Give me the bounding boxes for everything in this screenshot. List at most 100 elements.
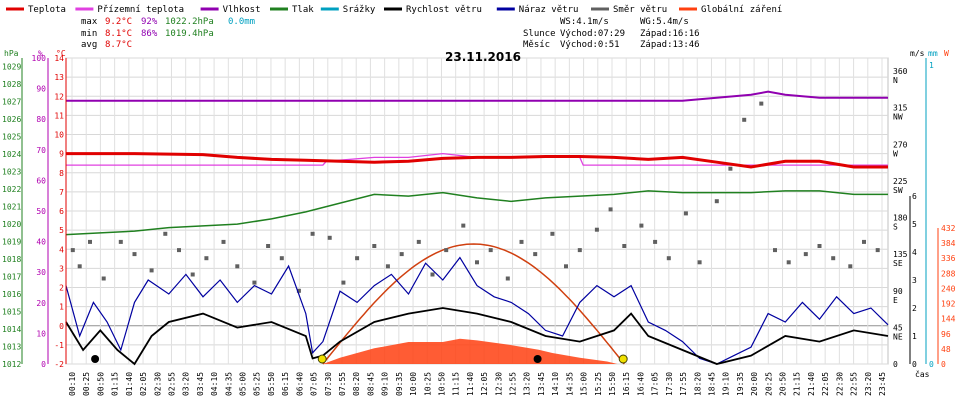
wind-direction-point xyxy=(862,239,866,244)
wind-direction-point xyxy=(430,272,435,277)
temp-tick-label: 7 xyxy=(59,188,64,197)
stat-max-temp: 9.2°C xyxy=(105,17,132,27)
stat-min-label: min xyxy=(81,29,97,39)
wind-direction-point xyxy=(444,248,449,253)
pct-tick-label: 100 xyxy=(32,54,47,63)
dir-tick-label: 180 xyxy=(893,214,908,223)
x-tick-label: 04:10 xyxy=(210,372,219,396)
wind-direction-point xyxy=(848,264,853,269)
x-tick-label: 01:40 xyxy=(125,372,134,396)
temp-tick-label: 1 xyxy=(59,303,64,312)
x-tick-label: 00:10 xyxy=(68,372,77,396)
temp-tick-label: 12 xyxy=(54,92,64,101)
wind-direction-point xyxy=(594,227,599,232)
wind-direction-point xyxy=(608,207,613,212)
mm-tick-label: 1 xyxy=(929,61,934,70)
dir-tick-label: 225 xyxy=(893,177,908,186)
x-tick-label: 19:35 xyxy=(736,372,745,396)
wind-direction-point xyxy=(519,239,524,244)
legend-item: Globální záření xyxy=(701,5,782,15)
dir-tick-label: W xyxy=(893,149,898,158)
wind-direction-point xyxy=(77,264,82,269)
sun-label: Slunce xyxy=(523,29,556,39)
pct-tick-label: 10 xyxy=(36,329,46,338)
x-tick-label: 17:05 xyxy=(651,372,660,396)
wind-direction-point xyxy=(697,260,702,265)
legend-item: Tlak xyxy=(292,5,314,15)
dir-tick-label: SE xyxy=(893,259,903,268)
dir-tick-label: 270 xyxy=(893,140,908,149)
dir-tick-label: S xyxy=(893,223,898,232)
dir-tick-label: N xyxy=(893,76,898,85)
moon-label: Měsíc xyxy=(523,40,550,50)
wind-gust-line xyxy=(65,256,889,365)
x-tick-label: 02:30 xyxy=(153,372,162,396)
pct-unit: % xyxy=(38,49,43,58)
moon-rise: Východ:0:51 xyxy=(560,40,620,50)
pct-tick-label: 20 xyxy=(36,299,46,308)
temp-tick-label: -1 xyxy=(54,341,64,350)
stat-avg-label: avg xyxy=(81,40,97,50)
pct-tick-label: 50 xyxy=(36,207,46,216)
ms-tick-label: 1 xyxy=(912,332,917,341)
wind-direction-point xyxy=(70,248,75,253)
humidity-line xyxy=(66,90,888,102)
temp-unit: °C xyxy=(56,49,66,58)
wind-direction-point xyxy=(666,256,671,261)
wind-direction-point xyxy=(132,252,137,257)
wind-direction-point xyxy=(622,244,627,248)
wind-direction-point xyxy=(372,244,377,248)
dir-tick-label: E xyxy=(893,296,898,305)
wind-direction-point xyxy=(385,264,390,269)
x-tick-label: 03:45 xyxy=(196,372,205,396)
temp-tick-label: 2 xyxy=(59,284,64,293)
stat-max-hum: 92% xyxy=(141,17,158,27)
w-tick-label: 0 xyxy=(941,360,946,369)
hpa-tick-label: 1019 xyxy=(2,238,21,247)
wind-direction-point xyxy=(817,244,822,248)
w-tick-label: 336 xyxy=(941,254,956,263)
wind-direction-point xyxy=(163,231,168,236)
ms-tick-label: 4 xyxy=(912,248,917,257)
stat-min-temp: 8.1°C xyxy=(105,29,132,39)
wind-direction-point xyxy=(786,260,791,265)
w-tick-label: 432 xyxy=(941,224,956,233)
hpa-tick-label: 1028 xyxy=(2,80,21,89)
hpa-tick-label: 1020 xyxy=(2,220,21,229)
x-tick-label: 01:15 xyxy=(111,372,120,396)
info-block: max 9.2°C 92% 1022.2hPa 0.0mm min 8.1°C … xyxy=(81,17,700,50)
x-axis-label: čas xyxy=(915,369,930,379)
wind-direction-point xyxy=(149,268,154,273)
x-tick-label: 20:25 xyxy=(764,372,773,396)
x-tick-label: 15:50 xyxy=(608,372,617,396)
w-tick-label: 240 xyxy=(941,284,956,293)
wind-direction-point xyxy=(683,211,688,216)
ms-tick-label: 2 xyxy=(912,304,917,313)
x-tick-label: 16:15 xyxy=(622,372,631,396)
temp-tick-label: -2 xyxy=(54,360,64,369)
hpa-tick-label: 1014 xyxy=(2,325,21,334)
hpa-tick-label: 1012 xyxy=(2,360,21,369)
sun-marker-icon xyxy=(317,354,327,364)
x-tick-label: 10:25 xyxy=(423,372,432,396)
temp-tick-label: 5 xyxy=(59,226,64,235)
wind-direction-point xyxy=(101,276,106,281)
stat-max-press: 1022.2hPa xyxy=(165,17,214,27)
x-tick-label: 23:20 xyxy=(864,372,873,396)
stat-max-label: max xyxy=(81,17,98,27)
hpa-tick-label: 1013 xyxy=(2,343,21,352)
hpa-tick-label: 1023 xyxy=(2,168,21,177)
x-tick-label: 02:55 xyxy=(167,372,176,396)
legend-item: Vlhkost xyxy=(223,5,261,15)
wind-direction-point xyxy=(475,260,479,265)
moon-marker-icon xyxy=(91,355,100,363)
hpa-tick-label: 1018 xyxy=(2,255,21,264)
x-tick-label: 08:45 xyxy=(366,372,375,396)
ms-tick-label: 3 xyxy=(912,276,917,285)
hpa-tick-label: 1026 xyxy=(2,115,21,124)
hpa-tick-label: 1025 xyxy=(2,133,21,142)
x-tick-label: 10:00 xyxy=(409,372,418,396)
stat-min-hum: 86% xyxy=(141,29,158,39)
x-tick-label: 12:30 xyxy=(494,372,503,396)
